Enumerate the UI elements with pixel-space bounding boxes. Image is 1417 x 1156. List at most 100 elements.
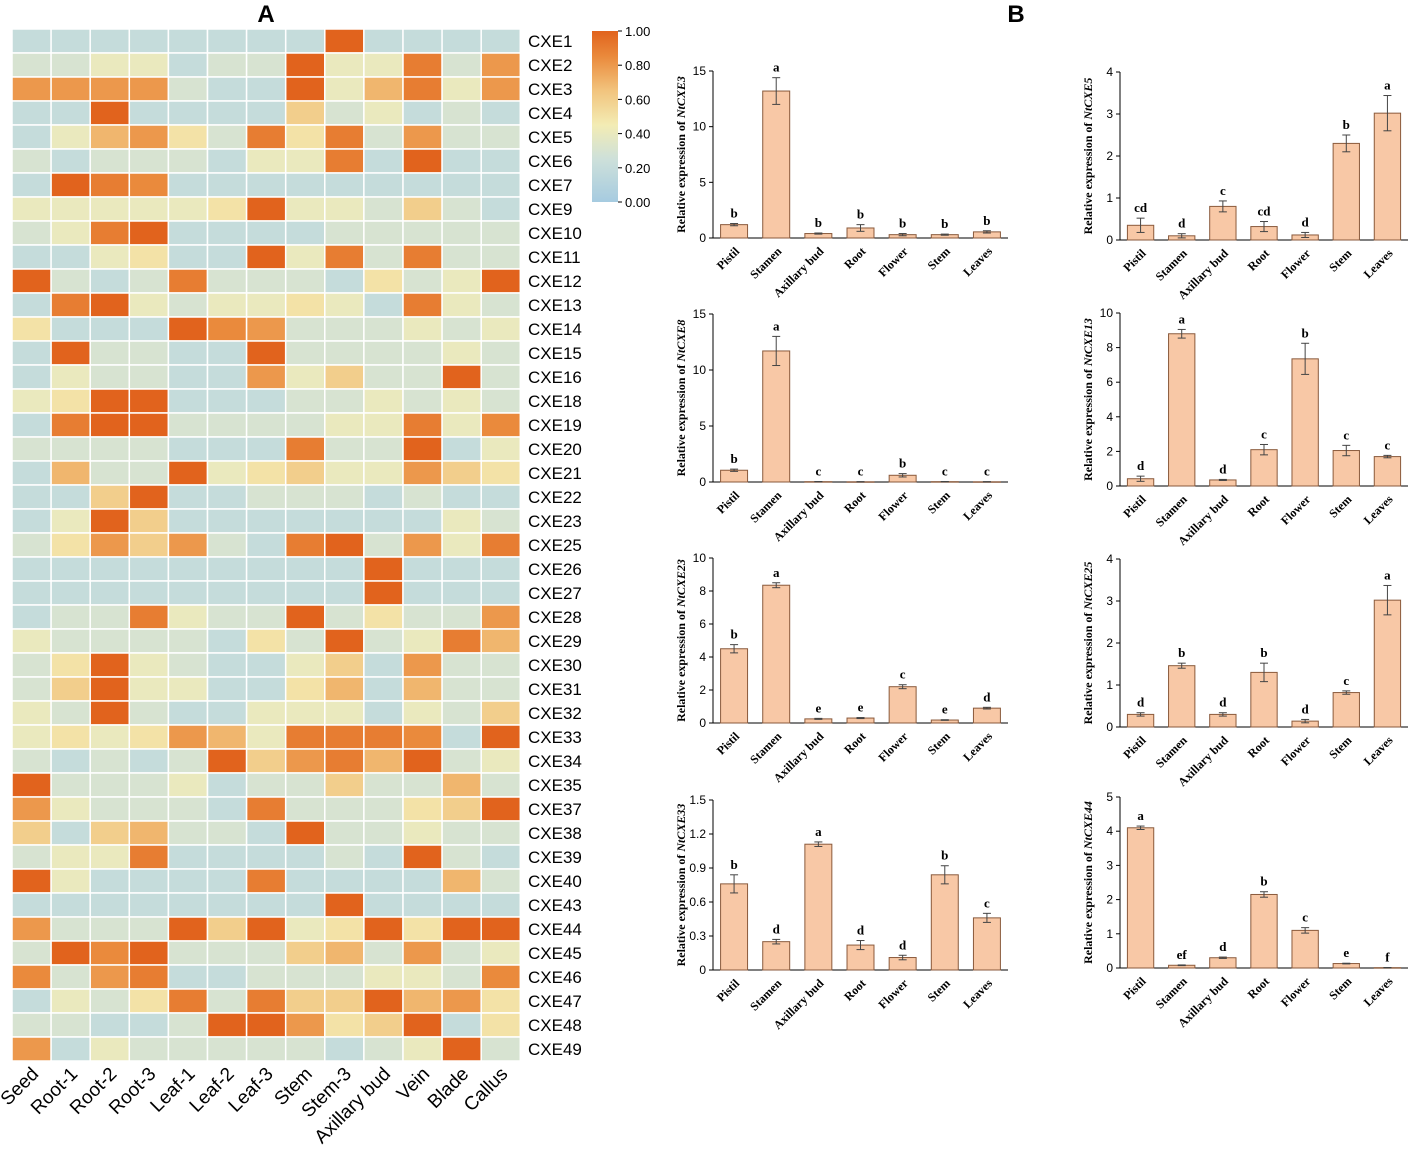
heatmap-cell <box>402 844 443 870</box>
significance-letter: e <box>942 702 948 717</box>
heatmap-cell <box>11 916 52 942</box>
x-tick-label: Pistil <box>714 244 743 273</box>
heatmap-cell <box>480 316 522 342</box>
heatmap-cell <box>480 964 522 990</box>
heatmap-cell <box>11 676 52 702</box>
bar <box>1168 333 1196 487</box>
heatmap-cell <box>206 508 248 534</box>
y-axis-label-prefix: Relative expression of <box>674 852 688 967</box>
heatmap-cell <box>128 652 170 678</box>
heatmap-cell <box>441 580 482 606</box>
heatmap-cell <box>324 988 365 1014</box>
heatmap-cell <box>245 436 287 462</box>
heatmap-cell <box>89 316 131 342</box>
heatmap-cell <box>480 988 522 1014</box>
heatmap-cell <box>50 940 91 966</box>
heatmap-cell <box>284 772 326 798</box>
heatmap-cell <box>363 652 404 678</box>
heatmap-cell <box>441 844 482 870</box>
significance-letter: d <box>1137 695 1145 710</box>
heatmap-cell <box>324 604 365 630</box>
significance-letter: b <box>899 216 906 231</box>
heatmap-cell <box>324 196 365 222</box>
heatmap-cell <box>480 724 522 750</box>
heatmap-cell <box>324 532 365 558</box>
heatmap-cell <box>284 988 326 1014</box>
heatmap-cell <box>128 244 170 270</box>
x-tick-label: Pistil <box>714 976 743 1005</box>
row-label: CXE7 <box>528 176 572 195</box>
significance-letter: b <box>730 857 737 872</box>
heatmap-cell <box>441 268 482 294</box>
heatmap-cell <box>441 772 482 798</box>
heatmap-cell <box>441 316 482 342</box>
y-tick-label: 4 <box>1106 552 1113 566</box>
significance-letter: b <box>1343 117 1350 132</box>
heatmap-cell <box>167 388 209 414</box>
heatmap-cell <box>128 700 170 726</box>
heatmap-cell <box>167 52 209 78</box>
heatmap-cell <box>11 580 52 606</box>
heatmap-cell <box>128 820 170 846</box>
heatmap-cell <box>11 820 52 846</box>
bar <box>888 686 917 724</box>
significance-letter: d <box>1219 939 1227 954</box>
bar-panel-NtCXE23: 0 2 4 6 8 10 Relative expression of NtCXE23 b Pi… <box>674 551 1008 785</box>
row-label: CXE32 <box>528 704 582 723</box>
heatmap-cell <box>206 700 248 726</box>
heatmap-cell <box>402 532 443 558</box>
heatmap-cell <box>50 772 91 798</box>
heatmap-cell <box>441 388 482 414</box>
significance-letter: e <box>1343 945 1349 960</box>
heatmap-cell <box>245 940 287 966</box>
heatmap-cell <box>284 748 326 774</box>
heatmap-cell <box>245 28 287 54</box>
row-label: CXE18 <box>528 392 582 411</box>
heatmap-cell <box>245 964 287 990</box>
heatmap-cell <box>480 196 522 222</box>
heatmap-cell <box>89 364 131 390</box>
heatmap-cell <box>363 676 404 702</box>
heatmap-cell <box>167 412 209 438</box>
heatmap-cell <box>128 676 170 702</box>
heatmap-cell <box>89 844 131 870</box>
heatmap-cell <box>11 772 52 798</box>
row-label: CXE5 <box>528 128 572 147</box>
heatmap-cell <box>50 28 91 54</box>
heatmap-cell <box>324 796 365 822</box>
heatmap-cell <box>480 124 522 150</box>
row-label: CXE38 <box>528 824 582 843</box>
heatmap-cell <box>480 52 522 78</box>
heatmap-cell <box>402 484 443 510</box>
row-label: CXE6 <box>528 152 572 171</box>
heatmap-cell <box>11 652 52 678</box>
heatmap-cell <box>245 172 287 198</box>
heatmap-cell <box>284 844 326 870</box>
heatmap-cell <box>245 268 287 294</box>
heatmap-cell <box>324 724 365 750</box>
heatmap-cell <box>480 244 522 270</box>
heatmap-cell <box>480 820 522 846</box>
heatmap-cell <box>206 268 248 294</box>
colorbar-tick-label: 0.80 <box>625 58 650 73</box>
significance-letter: d <box>1302 214 1310 229</box>
heatmap-cell <box>89 628 131 654</box>
heatmap-cell <box>284 172 326 198</box>
significance-letter: b <box>730 206 737 221</box>
heatmap-cell <box>363 844 404 870</box>
heatmap-cell <box>441 196 482 222</box>
heatmap-cell <box>441 244 482 270</box>
x-tick-label: Pistil <box>1120 246 1149 275</box>
heatmap-cell <box>206 436 248 462</box>
heatmap-cell <box>402 220 443 246</box>
heatmap-cell <box>206 532 248 558</box>
heatmap-cell <box>11 964 52 990</box>
y-axis-label-prefix: Relative expression of <box>1081 366 1095 481</box>
heatmap-cell <box>167 172 209 198</box>
heatmap-cell <box>89 292 131 318</box>
heatmap-cell <box>480 916 522 942</box>
heatmap-cell <box>284 1012 326 1038</box>
x-tick-label: Root <box>1245 492 1272 519</box>
heatmap-cell <box>206 172 248 198</box>
